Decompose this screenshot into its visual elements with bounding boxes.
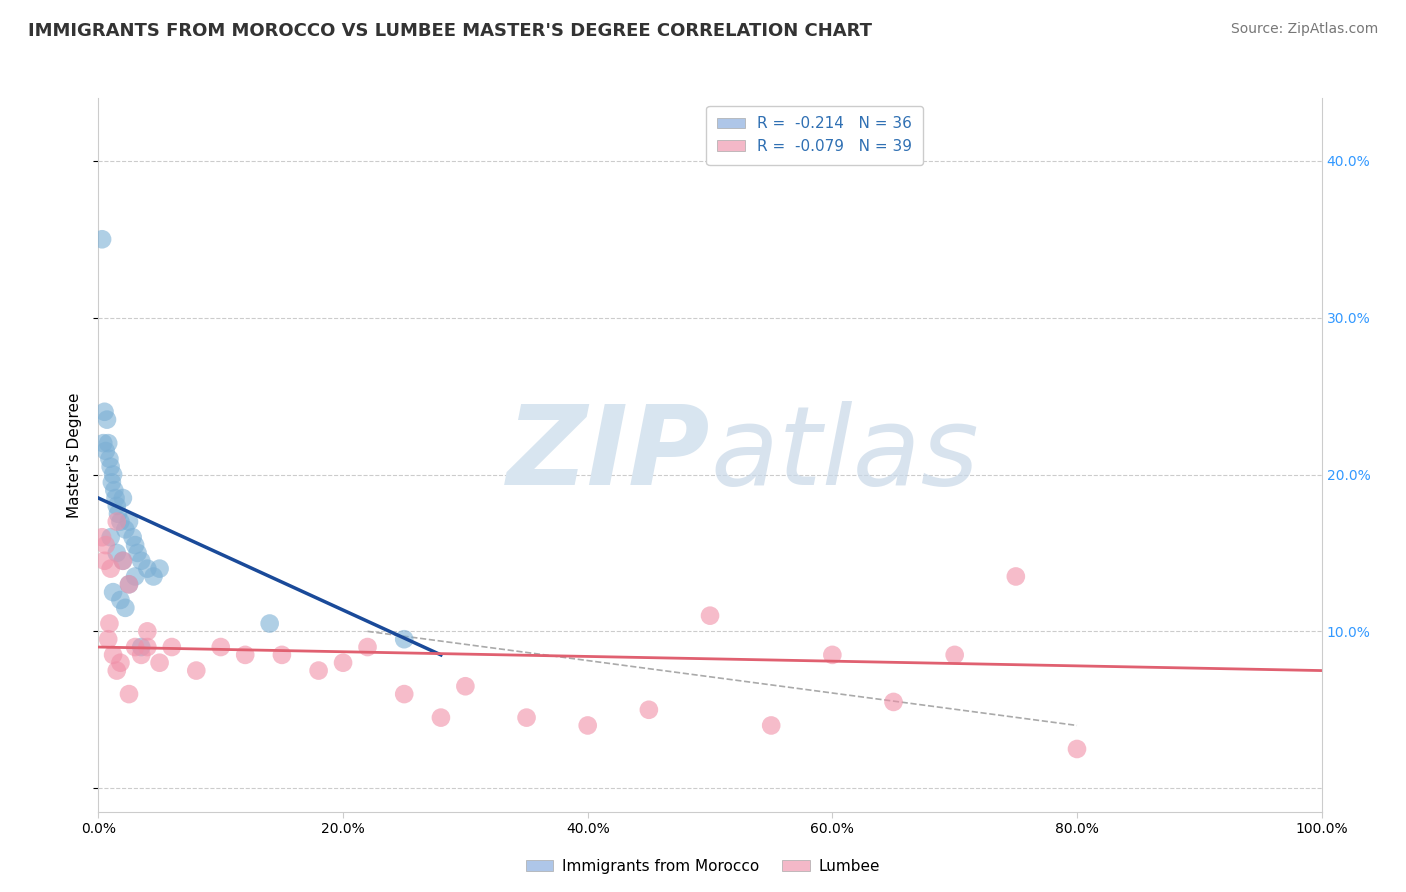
Point bbox=[136, 640, 159, 654]
Point bbox=[110, 515, 132, 529]
Point bbox=[110, 656, 132, 670]
Point bbox=[98, 616, 121, 631]
Point bbox=[124, 640, 146, 654]
Point bbox=[356, 640, 378, 654]
Point bbox=[149, 656, 172, 670]
Point bbox=[576, 718, 599, 732]
Text: Source: ZipAtlas.com: Source: ZipAtlas.com bbox=[1230, 22, 1378, 37]
Point bbox=[638, 703, 661, 717]
Text: IMMIGRANTS FROM MOROCCO VS LUMBEE MASTER'S DEGREE CORRELATION CHART: IMMIGRANTS FROM MOROCCO VS LUMBEE MASTER… bbox=[28, 22, 872, 40]
Point bbox=[93, 405, 115, 419]
Point bbox=[91, 436, 114, 450]
Point bbox=[127, 546, 149, 560]
Point bbox=[101, 648, 124, 662]
Point bbox=[100, 561, 122, 575]
Point bbox=[392, 632, 416, 647]
Point bbox=[97, 632, 120, 647]
Point bbox=[1004, 569, 1026, 583]
Point bbox=[136, 624, 159, 639]
Point bbox=[105, 515, 128, 529]
Point bbox=[118, 515, 141, 529]
Point bbox=[186, 664, 208, 678]
Point bbox=[103, 483, 125, 498]
Point bbox=[233, 648, 256, 662]
Point bbox=[392, 687, 416, 701]
Point bbox=[129, 648, 152, 662]
Point bbox=[129, 640, 152, 654]
Point bbox=[160, 640, 183, 654]
Point bbox=[101, 467, 124, 482]
Point bbox=[259, 616, 281, 631]
Point bbox=[101, 475, 124, 490]
Point bbox=[1066, 742, 1088, 756]
Point bbox=[93, 554, 115, 568]
Point bbox=[430, 711, 453, 725]
Legend: Immigrants from Morocco, Lumbee: Immigrants from Morocco, Lumbee bbox=[519, 853, 887, 880]
Point bbox=[821, 648, 844, 662]
Point bbox=[105, 499, 128, 513]
Point bbox=[136, 561, 159, 575]
Point bbox=[516, 711, 538, 725]
Point bbox=[111, 491, 134, 505]
Point bbox=[91, 232, 114, 246]
Point bbox=[97, 436, 120, 450]
Point bbox=[124, 569, 146, 583]
Point bbox=[454, 679, 477, 693]
Point bbox=[118, 577, 141, 591]
Point bbox=[943, 648, 966, 662]
Point bbox=[111, 554, 134, 568]
Point bbox=[96, 412, 118, 426]
Point bbox=[107, 507, 129, 521]
Point bbox=[883, 695, 905, 709]
Point bbox=[105, 664, 128, 678]
Point bbox=[121, 530, 143, 544]
Point bbox=[104, 491, 127, 505]
Point bbox=[209, 640, 232, 654]
Point bbox=[699, 608, 721, 623]
Point bbox=[105, 546, 128, 560]
Point bbox=[100, 459, 122, 474]
Point bbox=[149, 561, 172, 575]
Point bbox=[129, 554, 152, 568]
Point bbox=[761, 718, 783, 732]
Point bbox=[142, 569, 165, 583]
Text: ZIP: ZIP bbox=[506, 401, 710, 508]
Point bbox=[118, 577, 141, 591]
Point bbox=[111, 554, 134, 568]
Point bbox=[94, 538, 117, 552]
Point bbox=[101, 585, 124, 599]
Point bbox=[332, 656, 354, 670]
Point bbox=[124, 538, 146, 552]
Point bbox=[98, 451, 121, 466]
Y-axis label: Master's Degree: Master's Degree bbox=[67, 392, 83, 517]
Point bbox=[94, 444, 117, 458]
Point bbox=[270, 648, 294, 662]
Point bbox=[308, 664, 330, 678]
Legend: R =  -0.214   N = 36, R =  -0.079   N = 39: R = -0.214 N = 36, R = -0.079 N = 39 bbox=[706, 106, 922, 165]
Point bbox=[114, 523, 136, 537]
Point bbox=[118, 687, 141, 701]
Text: atlas: atlas bbox=[710, 401, 979, 508]
Point bbox=[114, 600, 136, 615]
Point bbox=[91, 530, 114, 544]
Point bbox=[100, 530, 122, 544]
Point bbox=[110, 593, 132, 607]
